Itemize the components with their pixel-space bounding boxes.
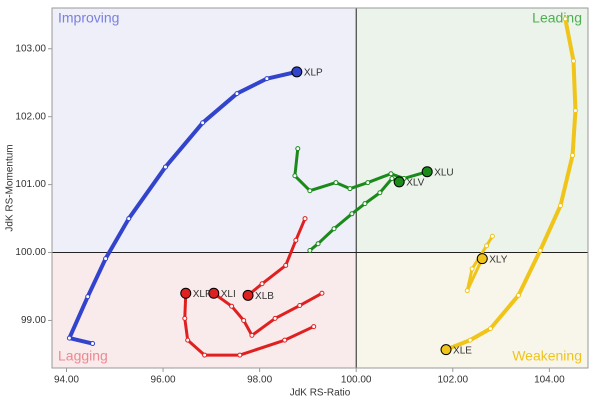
trail-point [185,337,191,343]
trail-point [557,203,563,209]
x-axis-title: JdK RS-Ratio [290,388,351,399]
trail-point [293,237,299,243]
series-label: XLI [221,289,236,300]
trail [444,16,578,352]
series-label: XLP [304,67,323,78]
trail-point [572,108,578,114]
trail-point [162,164,168,170]
trail-point [537,247,543,253]
trail-point [182,315,188,321]
trail-point [234,91,240,97]
y-axis-title: JdK RS-Momentum [5,144,16,231]
trail-point [484,243,490,249]
trail-point [333,180,339,186]
trail-point [331,226,337,232]
trail-point [202,352,208,358]
x-tick-label: 96.00 [151,375,176,386]
trail-point [90,341,96,347]
y-tick-label: 99.00 [21,315,46,326]
quadrant-label: Lagging [58,348,108,364]
trail-point [66,335,72,341]
trail-point [571,58,577,64]
series-label: XLY [489,254,507,265]
head-point [208,287,220,299]
trail-point [469,266,475,272]
trail-point [570,152,576,158]
series-label: XLV [406,178,424,189]
trail-point [489,233,495,239]
trail-point [467,337,473,343]
head-point [393,176,405,188]
trail-point [295,146,301,152]
trail-point [229,303,235,309]
plot-frame [51,7,589,369]
x-tick-label: 94.00 [54,375,79,386]
trail-point [362,201,368,207]
quadrant [356,8,588,253]
trail [308,176,401,252]
trail-point [365,180,371,186]
series-label: XLU [434,167,453,178]
x-tick-label: 98.00 [247,375,272,386]
trail-point [311,324,317,330]
x-tick-label: 100.00 [341,375,372,386]
trail-point [292,173,298,179]
head-point [242,289,254,301]
quadrant-label: Leading [532,10,582,26]
trail-point [85,294,91,300]
trail-point [515,292,521,298]
quadrant [52,8,357,253]
trail-point [200,120,206,126]
trail-point [237,352,243,358]
trail-point [307,247,313,253]
trail [67,69,299,346]
quadrant-label: Improving [58,10,119,26]
head-point [440,344,452,356]
trail-point [249,332,255,338]
trail-point [388,171,394,177]
trail-point [302,216,308,222]
trail-point [319,290,325,296]
x-tick-label: 102.00 [437,375,468,386]
trail-point [126,216,132,222]
head-point [291,66,303,78]
head-point [421,166,433,178]
y-tick-label: 101.00 [15,179,46,190]
trail-point [272,315,278,321]
series-label: XLB [255,291,274,302]
x-tick-label: 104.00 [534,375,565,386]
y-tick-label: 103.00 [15,43,46,54]
trail-point [282,337,288,343]
quadrant [52,252,357,368]
y-tick-label: 100.00 [15,247,46,258]
quadrant-label: Weakening [512,348,582,364]
trail-point [264,76,270,82]
head-point [180,287,192,299]
y-tick-label: 102.00 [15,111,46,122]
series-label: XLE [453,345,472,356]
trail-point [307,188,313,194]
trail-point [464,288,470,294]
trail-point [562,16,568,22]
trail-point [241,317,247,323]
trail-point [349,211,355,217]
trail-point [103,256,109,262]
trail-point [389,175,395,181]
series-label: XLF [193,289,211,300]
trail-point [377,190,383,196]
trail-point [283,262,289,268]
trail-point [315,241,321,247]
trail-point [259,281,265,287]
trail-point [487,326,493,332]
head-point [476,253,488,265]
trail-point [297,303,303,309]
trail-point [347,186,353,192]
